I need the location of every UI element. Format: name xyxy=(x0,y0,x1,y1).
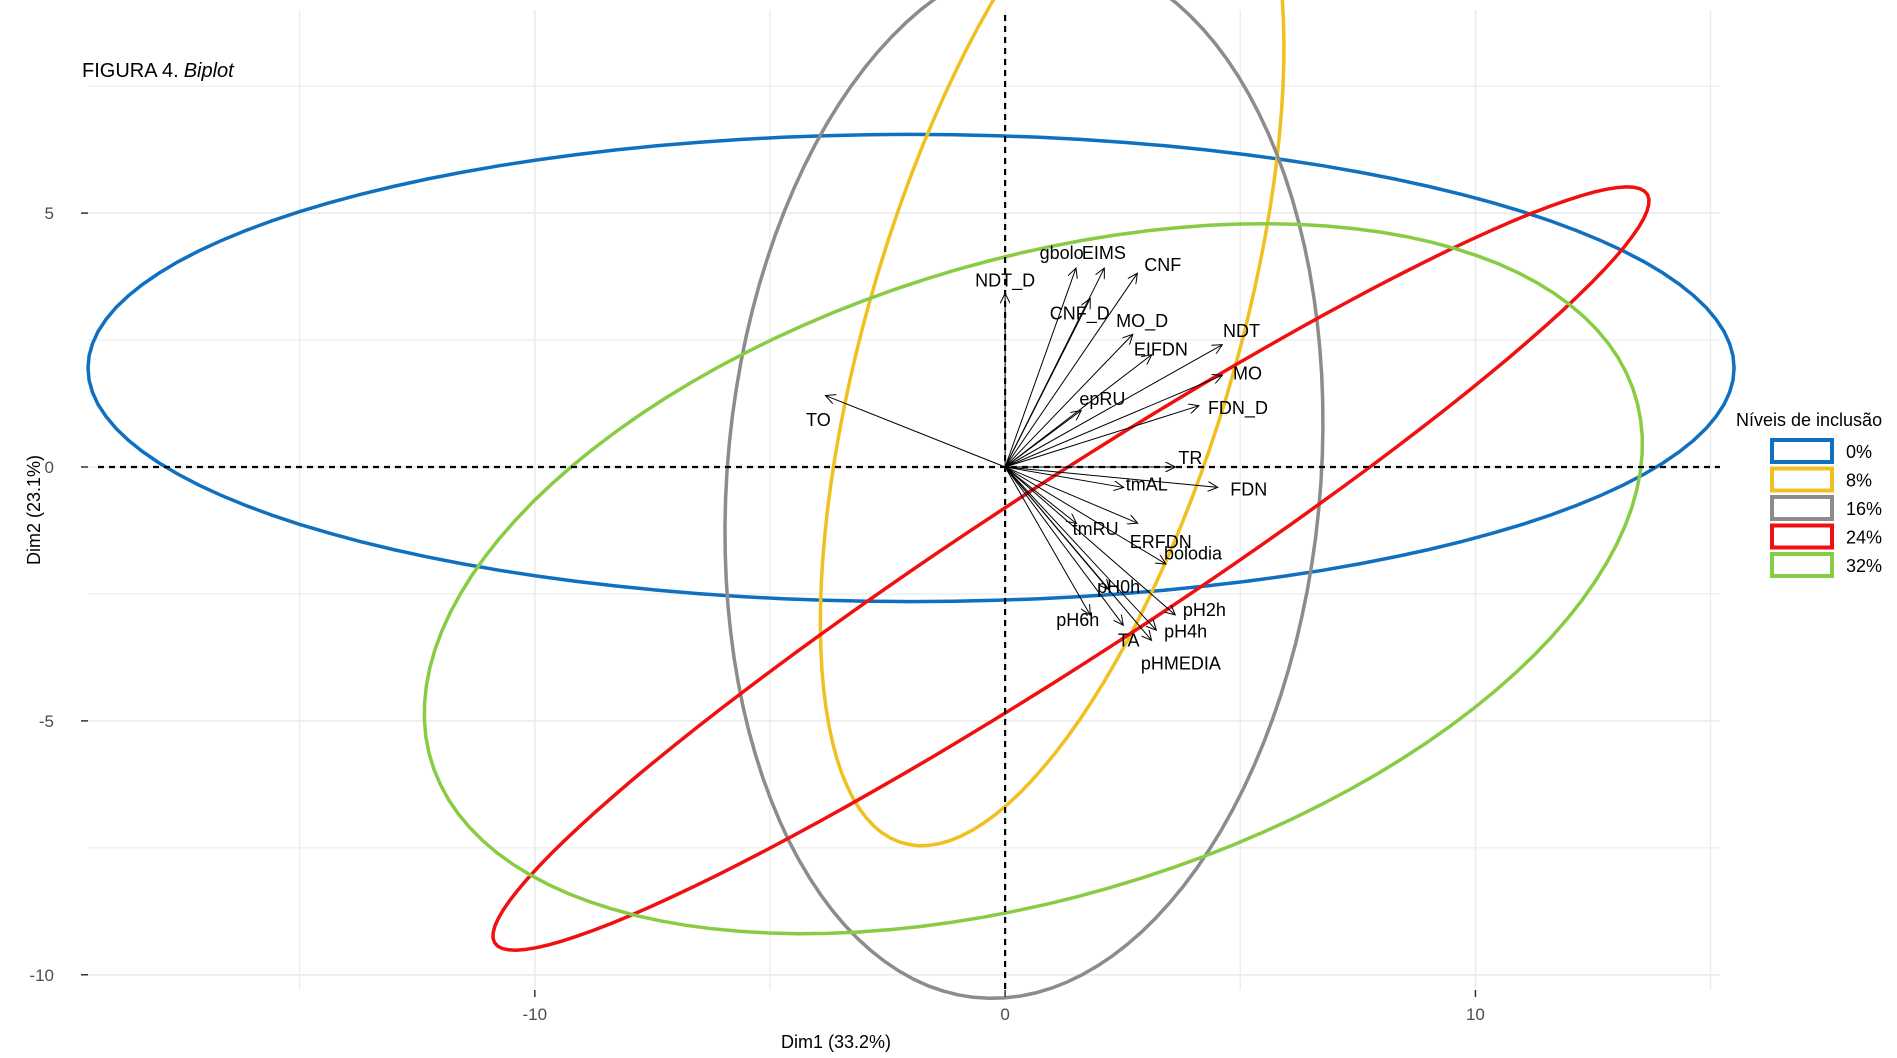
y-tick-label: -10 xyxy=(29,966,54,985)
variable-label-tmRU: tmRU xyxy=(1073,519,1119,539)
legend-label-24pct: 24% xyxy=(1846,528,1882,548)
variable-label-gbolo: gbolo xyxy=(1040,243,1084,263)
variable-label-TA: TA xyxy=(1118,630,1140,650)
figure-title-italic: Biplot xyxy=(184,60,235,82)
legend-key-24pct xyxy=(1772,526,1832,548)
legend-label-8pct: 8% xyxy=(1846,471,1872,491)
arrow-TO xyxy=(826,396,1005,467)
y-tick-label: 5 xyxy=(45,204,54,223)
figure-title: FIGURA 4. Biplot xyxy=(82,60,235,82)
legend-key-8pct xyxy=(1772,469,1832,491)
legend-label-16pct: 16% xyxy=(1846,499,1882,519)
variable-label-pH0h: pH0h xyxy=(1097,577,1140,597)
y-axis-title: Dim2 (23.1%) xyxy=(24,455,44,565)
arrow-FDN xyxy=(1005,467,1217,487)
legend-key-16pct xyxy=(1772,497,1832,519)
arrow-CNF_D xyxy=(1005,299,1090,467)
variable-label-pH4h: pH4h xyxy=(1164,621,1207,641)
figure-title-main: FIGURA 4. xyxy=(82,60,179,82)
y-tick-label: -5 xyxy=(39,712,54,731)
variable-label-bolodia: bolodia xyxy=(1164,543,1223,563)
variable-label-FDN_D: FDN_D xyxy=(1208,398,1268,419)
arrow-pH6h xyxy=(1005,467,1090,614)
ellipse-32pct xyxy=(424,224,1642,934)
variable-label-CNF_D: CNF_D xyxy=(1050,303,1110,324)
variable-label-NDT_D: NDT_D xyxy=(975,270,1035,291)
arrow-epRU xyxy=(1005,411,1080,467)
legend-label-0pct: 0% xyxy=(1846,442,1872,462)
variable-label-pH6h: pH6h xyxy=(1056,610,1099,630)
arrow-gbolo xyxy=(1005,269,1076,467)
variable-label-EIFDN: EIFDN xyxy=(1134,339,1188,359)
variable-label-MO: MO xyxy=(1233,364,1262,384)
legend: Níveis de inclusão 0% 8% 16% 24% 32% xyxy=(1736,410,1882,576)
x-tick-label: 0 xyxy=(1000,1005,1009,1024)
variable-label-CNF: CNF xyxy=(1144,255,1181,275)
ellipse-0pct xyxy=(88,134,1734,601)
legend-label-32pct: 32% xyxy=(1846,556,1882,576)
variable-label-tmAL: tmAL xyxy=(1126,474,1168,494)
ellipse-layer xyxy=(88,0,1734,998)
y-tick-label: 0 xyxy=(45,458,54,477)
variable-label-pHMEDIA: pHMEDIA xyxy=(1141,654,1221,674)
variable-label-epRU: epRU xyxy=(1079,389,1125,409)
x-tick-label: 10 xyxy=(1466,1005,1485,1024)
variable-label-MO_D: MO_D xyxy=(1116,311,1168,332)
variable-label-TR: TR xyxy=(1178,448,1202,468)
legend-key-0pct xyxy=(1772,440,1832,462)
variable-label-NDT: NDT xyxy=(1223,321,1260,341)
variable-label-pH2h: pH2h xyxy=(1183,600,1226,620)
x-tick-label: -10 xyxy=(523,1005,548,1024)
variable-label-EIMS: EIMS xyxy=(1082,243,1126,263)
variable-label-TO: TO xyxy=(806,410,831,430)
variable-label-FDN: FDN xyxy=(1230,479,1267,499)
legend-title: Níveis de inclusão xyxy=(1736,410,1882,430)
legend-key-32pct xyxy=(1772,554,1832,576)
x-axis-title: Dim1 (33.2%) xyxy=(781,1032,891,1052)
ellipse-8pct xyxy=(820,0,1284,846)
axis-ticks: -10 0 10 5 0 -5 -10 xyxy=(29,204,1484,1024)
